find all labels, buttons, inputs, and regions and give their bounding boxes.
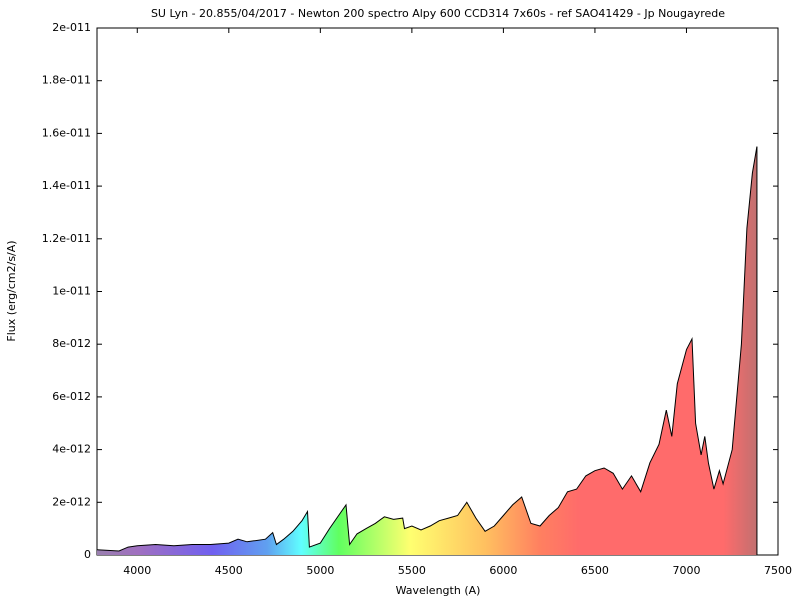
x-tick-label: 4000 <box>123 564 151 577</box>
y-tick-label: 6e-012 <box>52 390 91 403</box>
spectrum-line <box>96 146 758 552</box>
x-tick-label: 5000 <box>306 564 334 577</box>
y-tick-label: 4e-012 <box>52 443 91 456</box>
x-axis-label: Wavelength (A) <box>396 584 481 597</box>
x-tick-label: 6500 <box>581 564 609 577</box>
y-tick-label: 1.8e-011 <box>42 74 91 87</box>
y-tick-label: 2e-012 <box>52 495 91 508</box>
x-tick-label: 7000 <box>672 564 700 577</box>
y-tick-label: 1.6e-011 <box>42 126 91 139</box>
x-tick-label: 6000 <box>489 564 517 577</box>
x-tick-label: 5500 <box>398 564 426 577</box>
spectrum-fill <box>97 146 757 555</box>
y-axis-label: Flux (erg/cm2/s/A) <box>5 240 18 341</box>
chart-title: SU Lyn - 20.855/04/2017 - Newton 200 spe… <box>151 7 725 20</box>
y-tick-label: 1e-011 <box>52 285 91 298</box>
x-tick-label: 4500 <box>215 564 243 577</box>
y-tick-label: 8e-012 <box>52 337 91 350</box>
y-tick-label: 0 <box>84 548 91 561</box>
x-tick-label: 7500 <box>764 564 792 577</box>
y-tick-label: 2e-011 <box>52 21 91 34</box>
y-tick-label: 1.4e-011 <box>42 179 91 192</box>
y-tick-label: 1.2e-011 <box>42 232 91 245</box>
